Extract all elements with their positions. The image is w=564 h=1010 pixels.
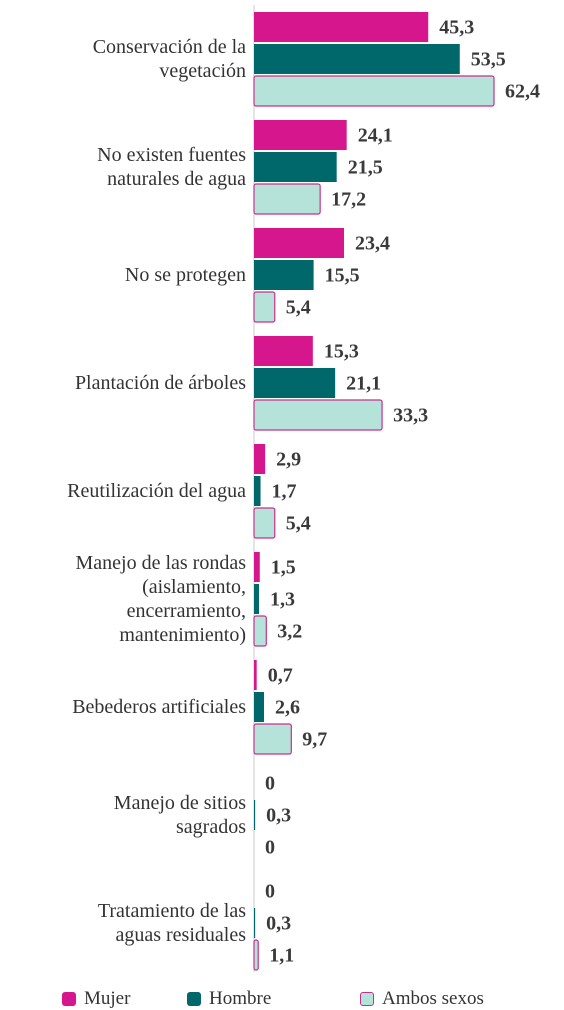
- legend-label: Ambos sexos: [382, 988, 484, 1009]
- bar: [254, 908, 256, 938]
- value-label: 15,5: [324, 264, 360, 287]
- value-label: 53,5: [470, 48, 506, 71]
- value-label: 0: [265, 772, 275, 795]
- bar: [253, 291, 276, 323]
- category-label: Tratamiento de las aguas residuales: [97, 900, 246, 946]
- bar: [254, 12, 429, 42]
- category-label: Plantación de árboles: [74, 372, 246, 394]
- bar: [254, 260, 314, 290]
- value-label: 15,3: [323, 340, 359, 363]
- value-label: 0: [265, 880, 275, 903]
- value-label: 23,4: [354, 232, 390, 255]
- bar: [253, 723, 292, 755]
- category-label: No se protegen: [124, 264, 246, 286]
- category-label: Manejo de las rondas (aislamiento, encer…: [75, 552, 246, 646]
- legend-item: Mujer: [62, 988, 130, 1010]
- value-label: 5,4: [285, 512, 311, 535]
- value-label: 21,1: [346, 372, 382, 395]
- value-label: 5,4: [285, 296, 311, 319]
- bar: [253, 75, 495, 107]
- value-label: 3,2: [277, 620, 303, 643]
- value-label: 1,1: [269, 944, 295, 967]
- value-label: 21,5: [347, 156, 383, 179]
- bar: [254, 336, 313, 366]
- bar: [253, 399, 383, 431]
- legend-swatch: [62, 992, 76, 1006]
- bar: [254, 584, 259, 614]
- value-label: 62,4: [504, 80, 540, 103]
- legend-item: Ambos sexos: [360, 988, 484, 1010]
- bar: [254, 120, 347, 150]
- legend-label: Mujer: [84, 988, 131, 1009]
- legend-swatch: [360, 992, 374, 1006]
- bar: [254, 152, 337, 182]
- value-label: 45,3: [439, 16, 475, 39]
- value-label: 0,3: [266, 912, 292, 935]
- category-label: Reutilización del agua: [67, 480, 246, 502]
- category-label: Conservación de la vegetación: [92, 36, 246, 82]
- bar: [254, 476, 261, 506]
- bar: [254, 368, 336, 398]
- bar: [254, 660, 257, 690]
- value-label: 2,9: [276, 448, 302, 471]
- bar: [254, 552, 260, 582]
- value-label: 33,3: [393, 404, 429, 427]
- category-label: Bebederos artificiales: [72, 696, 246, 718]
- category-label: Manejo de sitios sagrados: [113, 792, 246, 838]
- value-label: 0,7: [267, 664, 293, 687]
- bar: [254, 444, 266, 474]
- value-label: 9,7: [302, 728, 328, 751]
- value-label: 24,1: [357, 124, 393, 147]
- legend-swatch: [187, 992, 201, 1006]
- value-label: 2,6: [274, 696, 300, 719]
- bar: [253, 507, 276, 539]
- bar: [254, 800, 256, 830]
- bar: [254, 228, 344, 258]
- category-label: No existen fuentes naturales de agua: [97, 144, 246, 190]
- value-label: 1,5: [270, 556, 296, 579]
- value-label: 0: [265, 836, 275, 859]
- value-label: 0,3: [266, 804, 292, 827]
- bar: [254, 44, 460, 74]
- bar: [253, 615, 267, 647]
- legend-label: Hombre: [209, 988, 272, 1009]
- value-label: 17,2: [331, 188, 367, 211]
- bar: [253, 939, 259, 971]
- bar: [253, 183, 321, 215]
- value-label: 1,3: [269, 588, 295, 611]
- bar: [254, 692, 264, 722]
- value-label: 1,7: [271, 480, 297, 503]
- legend-item: Hombre: [187, 988, 271, 1010]
